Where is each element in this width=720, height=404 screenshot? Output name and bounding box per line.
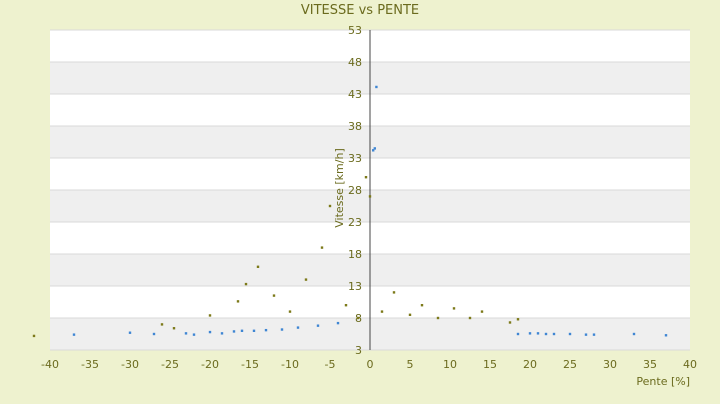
data-point	[344, 304, 348, 307]
data-point	[244, 282, 248, 286]
y-tick-label: 28	[348, 184, 362, 197]
data-point	[516, 332, 520, 336]
data-point	[568, 332, 572, 336]
data-point	[152, 332, 156, 336]
data-point	[336, 321, 340, 325]
x-tick-label: 20	[523, 358, 537, 371]
x-axis-label: Pente [%]	[636, 375, 690, 388]
x-tick-label: 0	[367, 358, 374, 371]
data-point	[264, 328, 268, 332]
y-tick-label: 13	[348, 280, 362, 293]
data-point	[240, 329, 244, 332]
y-tick-labels: 38131823283338434853	[348, 24, 362, 357]
data-point	[280, 328, 284, 331]
data-point	[172, 327, 176, 330]
data-point	[32, 334, 36, 338]
y-tick-label: 23	[348, 216, 362, 229]
data-point	[592, 333, 596, 336]
data-point	[296, 326, 300, 329]
x-tick-label: -5	[325, 358, 336, 371]
data-point	[236, 300, 240, 303]
x-tick-label: 25	[563, 358, 577, 371]
x-tick-label: -30	[121, 358, 139, 371]
data-point	[220, 332, 224, 335]
x-tick-label: 35	[643, 358, 657, 371]
x-tick-label: -40	[41, 358, 59, 371]
x-tick-label: 30	[603, 358, 617, 371]
data-point	[288, 310, 292, 313]
data-point	[508, 321, 512, 324]
data-point	[480, 310, 484, 313]
data-point	[304, 278, 308, 281]
data-point	[632, 332, 636, 336]
data-point	[392, 291, 396, 294]
x-tick-label: -20	[201, 358, 219, 371]
data-point	[364, 176, 368, 179]
data-point	[160, 323, 164, 326]
data-point	[72, 333, 76, 336]
chart-title: VITESSE vs PENTE	[301, 3, 419, 18]
data-point	[664, 334, 668, 337]
data-point	[516, 318, 520, 321]
data-point	[356, 316, 360, 320]
data-point	[528, 332, 532, 335]
data-point	[184, 332, 188, 335]
x-tick-label: -15	[241, 358, 259, 371]
data-point	[272, 294, 276, 297]
data-point	[536, 332, 540, 335]
data-point	[320, 246, 324, 249]
data-point	[368, 195, 372, 198]
x-tick-label: -25	[161, 358, 179, 371]
data-point	[252, 329, 256, 332]
y-axis-label: Vitesse [km/h]	[333, 148, 346, 228]
data-point	[256, 265, 260, 268]
data-point	[232, 330, 236, 333]
x-tick-label: 40	[683, 358, 697, 371]
x-tick-labels: -40 -35 -30 -25 -20 -15 -10 -5 0 5 10 15 20 25 30 35 40	[41, 358, 697, 371]
data-point	[373, 147, 376, 150]
data-point	[208, 314, 212, 317]
data-point	[128, 331, 132, 334]
y-tick-label: 53	[348, 24, 362, 37]
data-point	[316, 324, 320, 327]
data-points	[32, 85, 668, 338]
data-point	[328, 204, 332, 208]
data-point	[452, 307, 456, 310]
data-point	[192, 333, 196, 336]
data-point	[372, 149, 375, 152]
x-tick-label: -35	[81, 358, 99, 371]
x-tick-label: -10	[281, 358, 299, 371]
data-point	[208, 330, 212, 334]
data-point	[408, 313, 412, 316]
y-tick-label: 38	[348, 120, 362, 133]
data-point	[468, 316, 472, 320]
data-point	[584, 333, 588, 336]
y-tick-label: 18	[348, 248, 362, 261]
x-tick-label: 10	[443, 358, 457, 371]
x-tick-label: 5	[407, 358, 414, 371]
y-tick-label: 43	[348, 88, 362, 101]
data-point	[380, 310, 384, 313]
data-point	[375, 85, 378, 89]
plot-bands	[50, 29, 690, 351]
data-point	[552, 332, 556, 336]
y-tick-label: 3	[355, 344, 362, 357]
data-point	[436, 316, 440, 320]
y-tick-label: 48	[348, 56, 362, 69]
x-tick-label: 15	[483, 358, 497, 371]
data-point	[420, 304, 424, 307]
data-point	[544, 332, 548, 336]
y-tick-label: 33	[348, 152, 362, 165]
